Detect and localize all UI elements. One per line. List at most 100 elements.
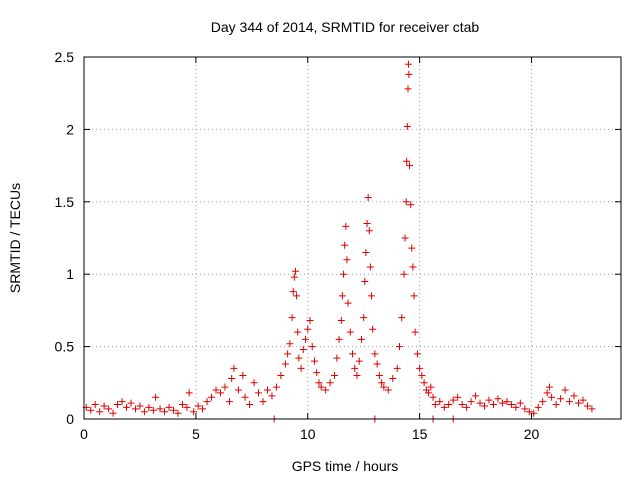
data-point — [570, 392, 578, 400]
data-point — [545, 383, 553, 391]
data-point — [405, 70, 413, 78]
data-point — [190, 408, 198, 416]
data-point — [353, 372, 361, 380]
data-point — [384, 386, 392, 394]
data-point — [295, 354, 303, 362]
data-point — [403, 157, 411, 165]
data-point — [174, 409, 182, 417]
data-point — [344, 299, 352, 307]
data-point — [165, 403, 173, 411]
data-point — [436, 398, 444, 406]
data-point — [306, 317, 314, 325]
data-point — [411, 328, 419, 336]
data-point — [241, 393, 249, 401]
x-tick-label: 20 — [524, 426, 540, 442]
data-point — [395, 343, 403, 351]
x-tick-label: 15 — [412, 426, 428, 442]
data-point — [534, 403, 542, 411]
y-tick-label: 0.5 — [55, 339, 75, 355]
data-point — [286, 340, 294, 348]
data-point — [362, 248, 370, 256]
data-point — [152, 393, 160, 401]
data-point — [366, 263, 374, 271]
data-point — [507, 401, 515, 409]
data-point — [404, 85, 412, 93]
data-point — [118, 398, 126, 406]
data-point — [317, 383, 325, 391]
y-tick-label: 1 — [66, 266, 74, 282]
data-point — [425, 389, 433, 397]
data-point — [326, 379, 334, 387]
axis-ticks: 0 5 10 15 20 0 0.5 1 1.5 2 2.5 — [55, 49, 621, 442]
data-point — [402, 198, 410, 206]
data-point — [351, 364, 359, 372]
data-point — [310, 357, 318, 365]
data-point — [427, 383, 435, 391]
data-point — [408, 244, 416, 252]
data-point — [203, 398, 211, 406]
data-point — [109, 409, 117, 417]
data-point — [140, 408, 148, 416]
data-point — [136, 402, 144, 410]
data-point — [156, 405, 164, 413]
data-point — [579, 396, 587, 404]
data-point — [239, 372, 247, 380]
data-point — [161, 408, 169, 416]
data-point — [331, 372, 339, 380]
x-axis-title: GPS time / hours — [292, 458, 399, 474]
data-point — [246, 401, 254, 409]
data-point — [368, 292, 376, 300]
data-point — [149, 406, 157, 414]
data-point — [225, 398, 233, 406]
data-point — [355, 357, 363, 365]
plot-frame — [83, 56, 622, 420]
data-point — [259, 398, 267, 406]
data-point — [489, 401, 497, 409]
y-tick-label: 1.5 — [55, 194, 75, 210]
data-point — [403, 123, 411, 131]
data-point — [87, 406, 95, 414]
data-point — [420, 379, 428, 387]
data-point — [458, 401, 466, 409]
data-point — [413, 350, 421, 358]
data-point — [337, 317, 345, 325]
data-point — [485, 396, 493, 404]
data-point — [494, 395, 502, 403]
data-point — [566, 398, 574, 406]
data-point — [294, 328, 302, 336]
data-point — [291, 267, 299, 275]
data-point — [440, 403, 448, 411]
x-tick-label: 5 — [192, 426, 200, 442]
data-point — [100, 402, 108, 410]
data-point — [401, 234, 409, 242]
y-tick-label: 2.5 — [55, 49, 75, 65]
y-tick-label: 2 — [66, 121, 74, 137]
data-point — [398, 314, 406, 322]
data-point — [228, 374, 236, 382]
data-point — [346, 328, 354, 336]
data-point — [194, 402, 202, 410]
data-point — [343, 256, 351, 264]
data-point — [255, 389, 263, 397]
data-point — [333, 354, 341, 362]
data-point — [521, 405, 529, 413]
data-point — [360, 314, 368, 322]
data-point — [315, 379, 323, 387]
data-point — [364, 193, 372, 201]
data-point — [543, 389, 551, 397]
data-point — [409, 263, 417, 271]
data-point — [380, 383, 388, 391]
data-point — [400, 270, 408, 278]
data-point — [445, 401, 453, 409]
data-point — [145, 403, 153, 411]
data-point — [290, 273, 298, 281]
data-point — [410, 292, 418, 300]
data-point — [389, 374, 397, 382]
data-point — [208, 393, 216, 401]
data-point — [170, 406, 177, 414]
data-point — [234, 386, 242, 394]
data-point — [341, 241, 349, 249]
data-point — [308, 343, 316, 351]
data-points — [82, 60, 596, 423]
data-point — [476, 399, 484, 407]
